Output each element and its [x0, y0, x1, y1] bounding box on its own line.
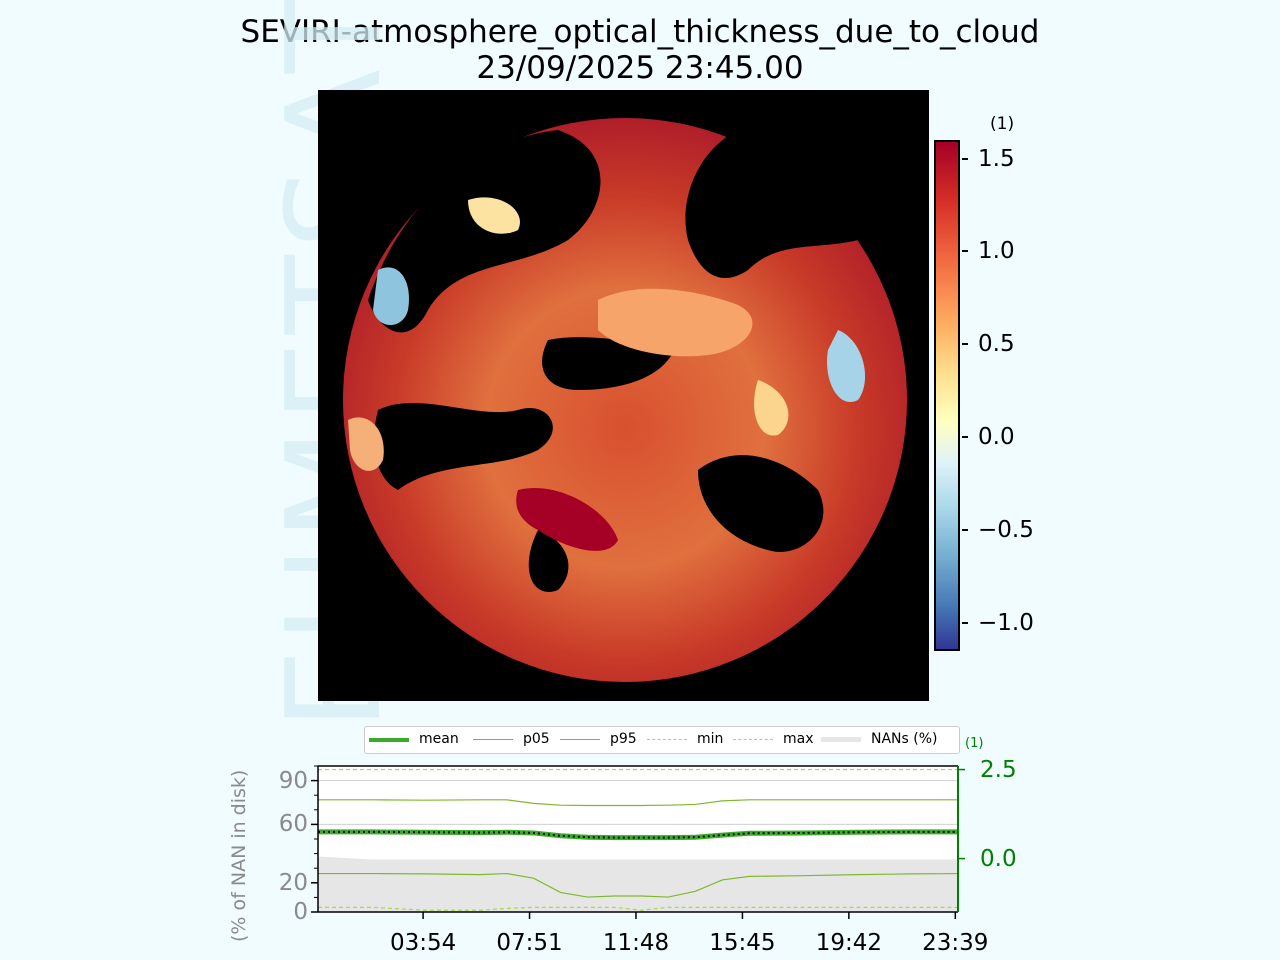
- title-line-1: SEVIRI-atmosphere_optical_thickness_due_…: [240, 14, 1040, 50]
- legend-swatch-p95: [560, 739, 600, 740]
- legend-swatch-p05: [473, 739, 513, 740]
- left-tick-label: 60: [278, 811, 308, 838]
- colorbar-tick: [962, 343, 968, 346]
- colorbar-tick-label: −0.5: [978, 517, 1034, 544]
- legend-swatch-max: [733, 739, 773, 740]
- legend-label-nans: NANs (%): [871, 731, 938, 747]
- legend-label-p95: p95: [610, 731, 637, 747]
- series-nans-area: [318, 856, 958, 912]
- colorbar-tick: [962, 622, 968, 625]
- colorbar-tick: [962, 436, 968, 439]
- title-line-2: 23/09/2025 23:45.00: [476, 50, 804, 86]
- series-line-min: [318, 906, 958, 911]
- colorbar: [934, 140, 960, 651]
- right-axis-unit: (1): [965, 736, 984, 751]
- legend-label-min: min: [697, 731, 724, 747]
- legend-swatch-mean: [369, 738, 409, 742]
- left-tick-label: 0: [293, 899, 308, 925]
- x-tick-label: 03:54: [389, 930, 457, 956]
- x-tick-label: 11:48: [602, 930, 670, 956]
- earth-disk-image: [343, 118, 907, 682]
- colorbar-unit: (1): [990, 114, 1015, 134]
- series-line-p05: [318, 872, 959, 898]
- legend-swatch-min: [647, 739, 687, 740]
- x-tick-label: 15:45: [709, 930, 776, 956]
- colorbar-tick-label: 0.5: [978, 331, 1015, 358]
- legend-swatch-nans: [821, 737, 861, 742]
- colorbar-tick-label: 0.0: [978, 424, 1015, 451]
- colorbar-tick: [962, 529, 968, 532]
- legend: mean p05 p95 min max NANs (%): [364, 726, 960, 754]
- legend-label-max: max: [783, 731, 814, 747]
- legend-label-p05: p05: [523, 731, 550, 747]
- x-tick-label: 07:51: [496, 930, 563, 956]
- legend-label-mean: mean: [419, 731, 459, 747]
- satellite-map: [318, 90, 929, 701]
- left-tick-label: 90: [278, 767, 308, 794]
- colorbar-tick: [962, 250, 968, 253]
- x-tick-label: 19:42: [815, 930, 882, 956]
- series-line-mean-dots: [318, 830, 958, 839]
- left-tick-label: 20: [278, 869, 308, 896]
- series-line-p95: [318, 799, 958, 807]
- colorbar-tick: [962, 157, 968, 160]
- chart-title: SEVIRI-atmosphere_optical_thickness_due_…: [0, 14, 1280, 86]
- x-tick-label: 23:39: [922, 930, 989, 956]
- right-tick-label: 2.5: [980, 756, 1017, 783]
- colorbar-tick-label: −1.0: [978, 610, 1034, 637]
- colorbar-tick-label: 1.0: [978, 238, 1015, 265]
- colorbar-tick-label: 1.5: [978, 145, 1015, 172]
- right-tick-label: 0.0: [980, 845, 1017, 872]
